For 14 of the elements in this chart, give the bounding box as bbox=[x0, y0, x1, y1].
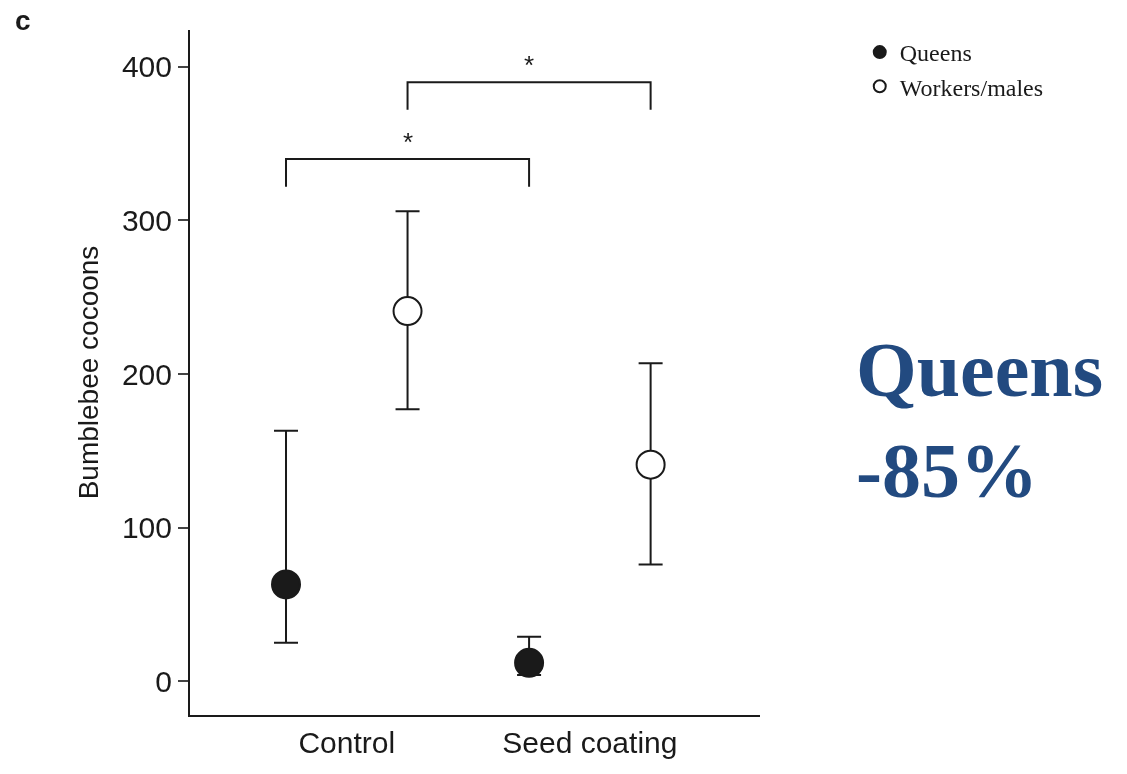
x-tick-label: Seed coating bbox=[502, 726, 678, 759]
y-tick-label: 200 bbox=[121, 357, 172, 391]
legend-label: Workers/males bbox=[899, 74, 1044, 101]
x-tick-label: Control bbox=[298, 726, 396, 759]
y-axis-title: Bumblebee cocoons bbox=[73, 245, 105, 500]
text: Queens -85% bbox=[856, 326, 1104, 515]
text: c bbox=[15, 5, 31, 36]
y-tick-label: 300 bbox=[121, 203, 172, 237]
legend-label: Queens bbox=[899, 40, 972, 67]
y-tick-label: 0 bbox=[155, 664, 172, 698]
y-tick-label: 400 bbox=[121, 50, 172, 84]
annotation: * bbox=[403, 127, 414, 157]
y-tick-label: 100 bbox=[121, 511, 172, 545]
annotation: * bbox=[524, 50, 535, 80]
